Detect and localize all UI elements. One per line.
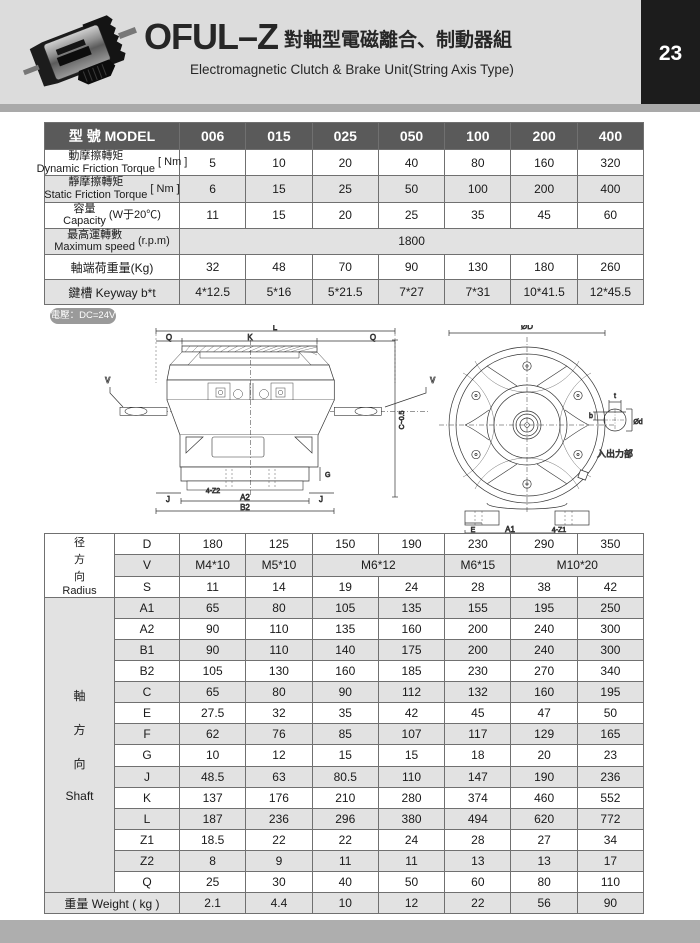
svg-text:G: G (325, 472, 330, 479)
svg-text:A1: A1 (505, 525, 515, 533)
svg-text:入出力部: 入出力部 (597, 448, 633, 459)
svg-text:ØD: ØD (521, 325, 533, 331)
svg-text:V: V (430, 376, 436, 385)
svg-text:C~0.5: C~0.5 (399, 410, 406, 429)
svg-text:A2: A2 (240, 493, 250, 502)
svg-text:b: b (589, 413, 593, 420)
svg-text:4-Z2: 4-Z2 (206, 488, 221, 495)
svg-text:J: J (166, 495, 170, 504)
svg-text:Q: Q (370, 333, 376, 342)
svg-text:Ød: Ød (633, 419, 642, 426)
svg-text:V: V (105, 376, 111, 385)
svg-text:J: J (319, 495, 323, 504)
svg-text:B2: B2 (240, 503, 250, 512)
svg-text:t: t (614, 393, 616, 400)
svg-text:Q: Q (166, 333, 172, 342)
svg-text:L: L (273, 325, 278, 332)
